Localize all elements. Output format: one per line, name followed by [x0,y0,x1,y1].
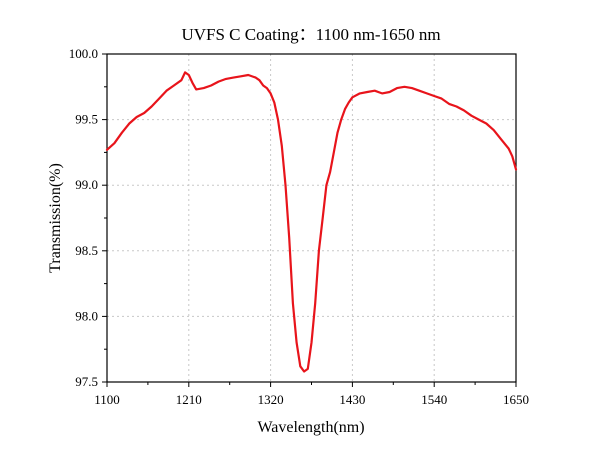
y-tick-label: 99.0 [75,177,98,192]
x-tick-label: 1100 [94,392,120,407]
x-tick-label: 1320 [258,392,284,407]
y-tick-labels: 97.5 98.0 98.5 99.0 99.5 100.0 [69,46,98,389]
series-line [105,71,518,373]
y-tick-label: 97.5 [75,374,98,389]
y-tick-label: 98.5 [75,243,98,258]
x-tick-label: 1540 [421,392,447,407]
y-axis-label: Transmission(%) [47,163,64,273]
series-layer [105,71,518,373]
chart-title: UVFS C Coating：1100 nm-1650 nm [181,25,440,44]
y-tick-label: 99.5 [75,112,98,127]
y-tick-label: 100.0 [69,46,98,61]
grid-lines [107,54,516,382]
x-tick-labels: 1100 1210 1320 1430 1540 1650 [94,392,529,407]
x-tick-label: 1650 [503,392,529,407]
x-tick-label: 1210 [176,392,202,407]
x-tick-label: 1430 [339,392,365,407]
x-axis-label: Wavelength(nm) [257,419,364,436]
y-tick-label: 98.0 [75,308,98,323]
axis-ticks [102,53,517,387]
